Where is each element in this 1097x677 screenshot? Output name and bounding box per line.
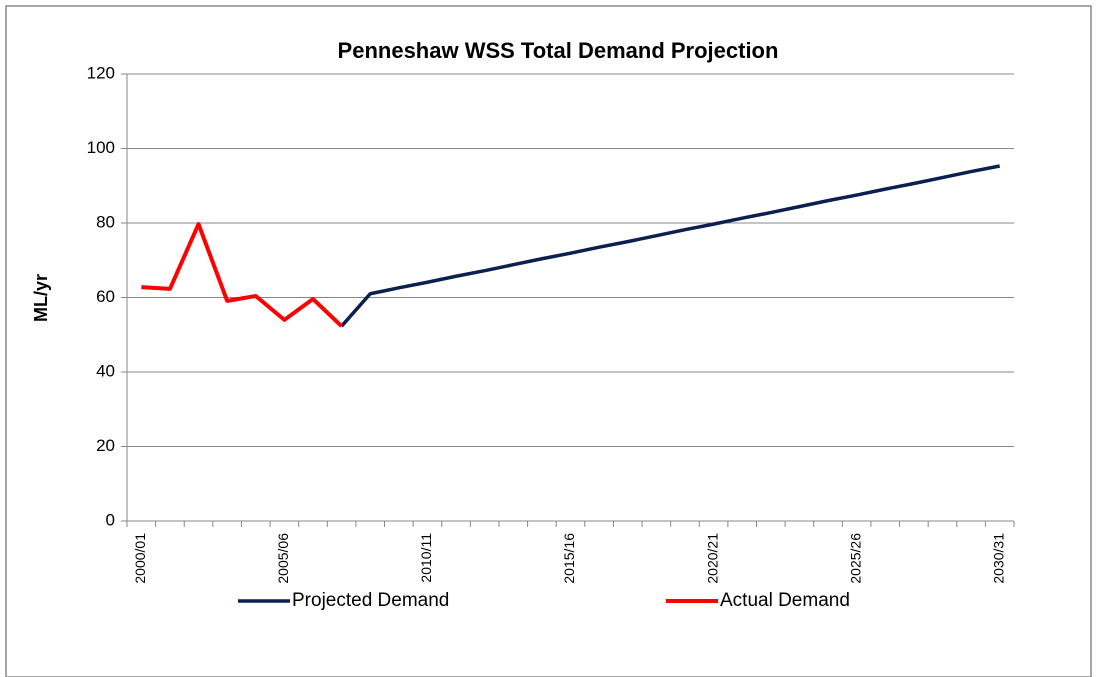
chart-frame <box>5 5 1092 677</box>
y-tick-label: 120 <box>87 63 115 82</box>
series-line <box>141 222 343 328</box>
y-tick-label: 0 <box>106 510 115 529</box>
legend-label: Projected Demand <box>292 590 449 611</box>
series-line <box>340 164 1001 328</box>
x-tick-label: 2010/11 <box>418 533 434 583</box>
x-tick-label: 2005/06 <box>275 533 291 584</box>
y-tick-label: 20 <box>96 436 115 455</box>
y-tick-label: 80 <box>96 212 115 231</box>
x-tick-label: 2015/16 <box>561 533 577 584</box>
y-tick-label: 100 <box>87 138 115 157</box>
chart-title: Penneshaw WSS Total Demand Projection <box>338 38 779 63</box>
x-tick-label: 2020/21 <box>704 533 720 584</box>
x-tick-label: 2000/01 <box>132 533 148 584</box>
x-tick-label: 2030/31 <box>990 533 1006 584</box>
legend-label: Actual Demand <box>720 590 850 611</box>
y-tick-label: 60 <box>96 287 115 306</box>
y-axis-label: ML/yr <box>31 274 51 322</box>
x-tick-label: 2025/26 <box>847 533 863 584</box>
y-tick-label: 40 <box>96 361 115 380</box>
